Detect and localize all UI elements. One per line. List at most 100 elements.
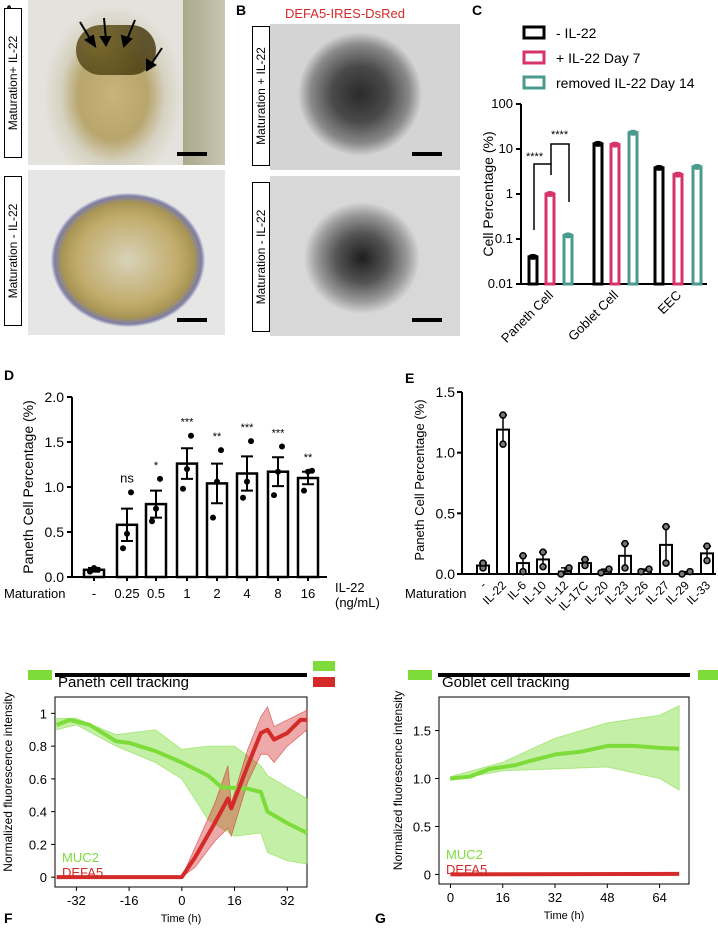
data-point xyxy=(87,568,93,575)
series-line xyxy=(55,717,308,835)
condition-label-box: Maturation - IL-22 xyxy=(252,182,270,332)
muc2-indicator xyxy=(28,670,52,680)
x-tick-label: 48 xyxy=(600,890,614,905)
data-point xyxy=(662,522,670,531)
bar xyxy=(544,192,556,286)
data-point xyxy=(662,559,670,567)
data-point xyxy=(157,475,163,482)
bar xyxy=(266,470,290,579)
legend-label: DEFA5 xyxy=(446,862,487,877)
micrograph-a-top xyxy=(28,0,225,165)
data-point xyxy=(499,440,507,448)
y-axis-label: Paneth Cell Percentage (%) xyxy=(412,399,427,560)
muc2-indicator xyxy=(408,670,432,680)
data-point xyxy=(545,191,555,197)
y-tick-label: 0.5 xyxy=(436,505,456,521)
scale-bar xyxy=(177,318,207,322)
micrograph-b-top xyxy=(270,24,460,170)
y-tick-label: 1.0 xyxy=(45,479,65,495)
x-tick-label: 0.5 xyxy=(147,586,165,601)
panel-label-c: C xyxy=(472,2,483,18)
x-tick-label: 16 xyxy=(495,890,509,905)
data-point xyxy=(621,564,629,572)
y-tick-label: 0 xyxy=(424,867,431,882)
data-point xyxy=(703,556,711,565)
significance-label: * xyxy=(154,460,159,472)
x-tick-label: -16 xyxy=(120,893,139,908)
panel-label-b: B xyxy=(236,2,247,18)
data-point xyxy=(628,129,638,136)
x-tick-label: 32 xyxy=(548,890,562,905)
bar xyxy=(496,428,510,576)
confidence-band xyxy=(450,704,680,791)
data-point xyxy=(95,566,101,573)
y-tick-label: 0.6 xyxy=(29,772,47,787)
x-axis-label: Time (h) xyxy=(161,913,202,925)
muc2-indicator xyxy=(313,661,335,671)
plot-frame xyxy=(438,696,690,885)
y-tick-label: 2.0 xyxy=(45,389,65,405)
data-point xyxy=(271,492,277,499)
bar xyxy=(562,233,574,286)
data-point xyxy=(275,468,281,475)
bar xyxy=(653,166,665,286)
significance-bracket xyxy=(533,163,552,230)
data-point xyxy=(678,570,686,578)
legend-label: removed IL-22 Day 14 xyxy=(556,75,695,91)
x-tick-label: Paneth Cell xyxy=(498,287,556,345)
arrow-icons xyxy=(79,17,163,72)
legend-swatch xyxy=(522,50,546,65)
series-line xyxy=(56,717,307,880)
y-tick-label: 0.2 xyxy=(29,837,47,852)
data-point xyxy=(557,570,565,578)
data-point xyxy=(645,565,653,573)
x-tick-label: 2 xyxy=(213,586,220,601)
condition-label-box: Maturation - IL-22 xyxy=(4,176,22,326)
x-tick-label: 4 xyxy=(243,586,250,601)
y-tick-label: 0.8 xyxy=(29,739,47,754)
data-point xyxy=(610,141,620,148)
bar xyxy=(691,165,703,286)
y-tick-label: 100 xyxy=(491,96,513,111)
x-tick-label: 0 xyxy=(447,890,454,905)
x-tick-label: - xyxy=(92,586,96,601)
x-tick-label: EEC xyxy=(655,288,685,318)
y-tick-label: 0.01 xyxy=(488,276,513,291)
data-point xyxy=(309,467,315,474)
x-tick-label: IL-33 xyxy=(684,578,713,607)
y-tick-label: 1 xyxy=(506,186,513,201)
y-axis-label: Paneth Cell Percentage (%) xyxy=(20,400,36,574)
data-point xyxy=(244,478,250,485)
panel-label-g: G xyxy=(375,910,386,926)
y-tick-label: 0.1 xyxy=(495,231,513,246)
y-tick-label: 0.5 xyxy=(413,819,431,834)
significance-label: ns xyxy=(120,470,134,485)
y-axis-label: Normalized fluorescence intensity xyxy=(391,691,405,870)
x-tick-label: 1 xyxy=(183,586,190,601)
data-point xyxy=(597,569,605,577)
data-point xyxy=(621,539,629,548)
bar xyxy=(627,131,639,286)
data-point xyxy=(248,438,254,445)
y-tick-label: 0.0 xyxy=(45,569,65,585)
data-point xyxy=(593,140,603,147)
significance-label: *** xyxy=(241,422,255,434)
error-bar xyxy=(181,447,193,480)
data-point xyxy=(581,561,589,570)
y-tick-label: 1.0 xyxy=(436,445,456,461)
bar xyxy=(672,173,684,286)
y-tick-label: 1.5 xyxy=(413,724,431,739)
y-tick-label: 1 xyxy=(40,706,47,721)
legend-label: - IL-22 xyxy=(556,25,597,41)
significance-label: ** xyxy=(213,431,222,443)
condition-label-box: Maturation+ IL-22 xyxy=(4,8,22,158)
scale-bar xyxy=(412,318,442,322)
legend-label: + IL-22 Day 7 xyxy=(556,50,641,66)
significance-bracket xyxy=(550,143,570,202)
data-point xyxy=(686,567,694,576)
legend-label: DEFA5 xyxy=(62,865,103,880)
